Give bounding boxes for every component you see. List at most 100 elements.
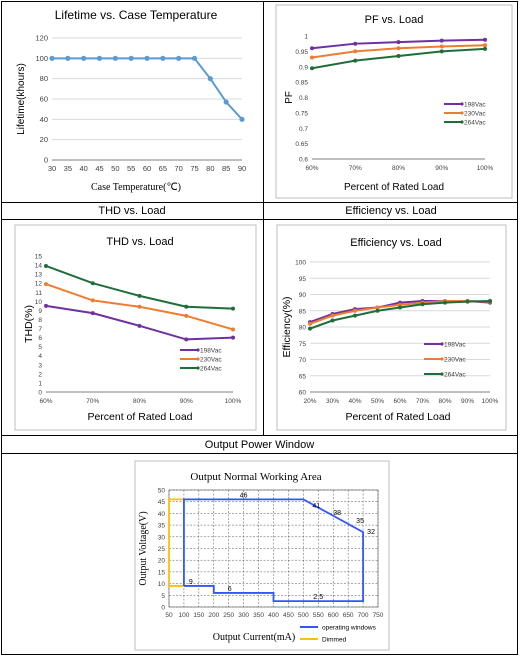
legend-label: 264Vac	[444, 372, 466, 379]
legend-label: Dimmed	[322, 637, 347, 644]
y-tick-label: 0.8	[299, 95, 308, 102]
y-tick-label: 6	[38, 335, 42, 342]
y-tick-label: 35	[158, 523, 166, 530]
x-tick-label: 60%	[39, 398, 52, 405]
y-tick-label: 65	[299, 373, 307, 380]
chart-title: THD vs. Load	[106, 236, 173, 248]
x-axis-label: Percent of Rated Load	[87, 411, 192, 423]
x-tick-label: 90%	[435, 165, 448, 172]
data-point	[483, 37, 487, 42]
x-tick-label: 200	[208, 612, 219, 619]
data-point	[44, 282, 48, 287]
y-axis-label: Output Voltage(V)	[138, 511, 149, 585]
x-tick-label: 400	[268, 612, 279, 619]
data-point	[160, 55, 166, 61]
y-tick-label: 10	[158, 581, 166, 588]
x-tick-label: 700	[358, 612, 369, 619]
y-tick-label: 14	[35, 263, 43, 270]
x-tick-label: 300	[238, 612, 249, 619]
legend-label: 264Vac	[464, 120, 486, 127]
y-tick-label: 0	[161, 605, 165, 612]
data-point	[128, 55, 134, 61]
x-tick-label: 750	[373, 612, 384, 619]
legend-marker	[196, 357, 200, 361]
chart-title: Lifetime vs. Case Temperature	[55, 8, 218, 22]
data-point	[396, 53, 401, 58]
data-point	[223, 99, 229, 105]
x-tick-label: 20%	[303, 398, 316, 405]
data-point	[488, 299, 492, 303]
data-point	[353, 58, 358, 63]
legend-marker	[460, 120, 464, 124]
x-tick-label: 500	[298, 612, 309, 619]
data-point	[137, 323, 142, 328]
x-tick-label: 250	[223, 612, 234, 619]
x-tick-label: 80%	[392, 165, 405, 172]
chart-frame	[275, 4, 513, 199]
value-label: 38	[333, 510, 341, 517]
x-axis-label: Percent of Rated Load	[345, 411, 450, 423]
legend-label: 230Vac	[200, 357, 222, 364]
operating-window-outline	[183, 498, 364, 603]
data-point	[308, 326, 312, 331]
table-divider-h3	[1, 435, 518, 436]
data-point	[231, 306, 235, 311]
y-tick-label: 12	[35, 281, 43, 288]
legend-label: 198Vac	[200, 348, 222, 355]
data-point	[439, 38, 444, 43]
y-tick-label: 85	[299, 308, 307, 315]
x-tick-label: 90%	[180, 398, 193, 405]
y-tick-label: 0	[44, 156, 48, 165]
y-tick-label: 120	[35, 34, 48, 43]
series-line-198Vac	[45, 304, 234, 341]
x-tick-label: 70%	[86, 398, 99, 405]
x-tick-label: 70%	[349, 165, 362, 172]
data-point	[144, 55, 150, 61]
y-tick-label: 1	[304, 34, 308, 41]
table-divider-v1	[263, 1, 264, 203]
legend-marker	[460, 102, 464, 106]
y-tick-label: 25	[158, 546, 166, 553]
chart-title: Output Normal Working Area	[190, 471, 321, 483]
data-point	[184, 304, 189, 309]
data-point	[375, 305, 380, 310]
y-axis-label: PF	[284, 91, 295, 104]
y-tick-label: 95	[299, 276, 307, 283]
y-tick-label: 13	[35, 272, 43, 279]
caption-thd: THD vs. Load	[98, 205, 166, 217]
y-tick-label: 15	[158, 569, 166, 576]
x-tick-label: 60%	[393, 398, 406, 405]
data-point	[396, 40, 401, 45]
y-tick-label: 11	[35, 290, 42, 297]
data-point	[207, 76, 213, 82]
legend-label: 198Vac	[464, 102, 486, 109]
y-tick-label: 9	[38, 308, 42, 315]
data-point	[353, 41, 358, 46]
data-point	[81, 55, 87, 61]
data-point	[353, 313, 357, 318]
x-tick-label: 100%	[482, 398, 499, 405]
y-axis-label: Efficiency(%)	[281, 296, 293, 357]
x-tick-label: 55	[127, 164, 135, 173]
efficiency-chart: Efficiency vs. Load 60 65 70 75 80 85 90 95 100 20…	[276, 224, 507, 431]
data-point	[96, 55, 103, 61]
caption-efficiency: Efficiency vs. Load	[345, 205, 437, 217]
y-tick-label: 80	[40, 74, 48, 83]
data-point	[112, 55, 118, 61]
x-tick-label: 50%	[371, 398, 384, 405]
y-axis-label: Lifetime(khours)	[16, 63, 27, 135]
legend-label: 198Vac	[444, 342, 466, 349]
chart-title: Efficiency vs. Load	[350, 237, 442, 249]
data-point	[353, 308, 357, 313]
x-tick-label: 60%	[305, 165, 318, 172]
y-tick-label: 0.9	[299, 64, 308, 71]
y-tick-label: 10	[35, 299, 43, 306]
y-tick-label: 5	[161, 593, 165, 600]
y-tick-label: 40	[40, 115, 48, 124]
y-tick-label: 45	[158, 499, 166, 506]
y-tick-label: 100	[35, 54, 48, 63]
data-point	[137, 304, 142, 309]
x-tick-label: 30	[48, 164, 56, 173]
